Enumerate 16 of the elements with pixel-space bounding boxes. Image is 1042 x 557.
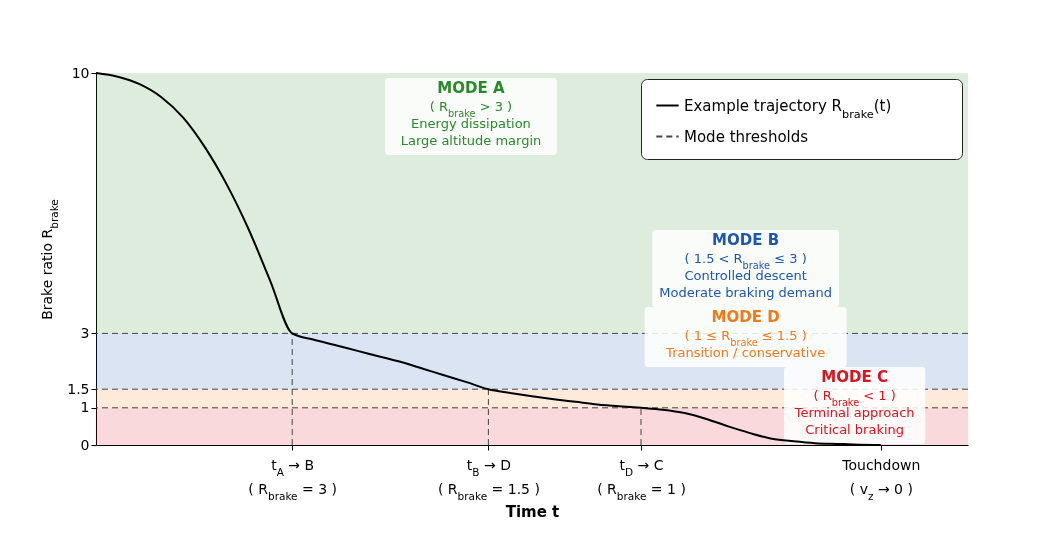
y-tick-label: 3 bbox=[80, 324, 90, 341]
category-label: t$_{D}$ → C ( R$_{brake}$ = 1 ) bbox=[597, 456, 686, 502]
legend-label: Example trajectory R$_{brake}$(t) bbox=[684, 96, 892, 120]
text: MODE A ( R$_{brake}$ > 3 ) Energy dissipation Large altitude margin bbox=[400, 79, 542, 148]
y-tick-label: 10 bbox=[71, 64, 90, 81]
category-label: t$_{B}$ → D ( R$_{brake}$ = 1.5 ) bbox=[437, 456, 540, 502]
text: MODE C ( R$_{brake}$ < 1 ) Terminal approach Critical braking bbox=[794, 368, 915, 437]
category-label: t$_{A}$ → B ( R$_{brake}$ = 3 ) bbox=[248, 456, 338, 502]
x-tick-label: Touchdown ( v$_{z}$ → 0 ) bbox=[841, 456, 921, 502]
text: MODE D ( 1 ≤ R$_{brake}$ ≤ 1.5 ) Transition / conservative bbox=[666, 308, 826, 360]
text: MODE B ( 1.5 < R$_{brake}$ ≤ 3 ) Controlled descent Moderate braking demand bbox=[659, 231, 832, 300]
y-tick-label: 1.5 bbox=[67, 380, 90, 397]
y-tick-label: 0 bbox=[80, 436, 90, 453]
y-tick-label: 1 bbox=[80, 399, 90, 416]
x-axis-title: Time t bbox=[505, 502, 560, 521]
legend-label: Mode thresholds bbox=[684, 127, 809, 146]
